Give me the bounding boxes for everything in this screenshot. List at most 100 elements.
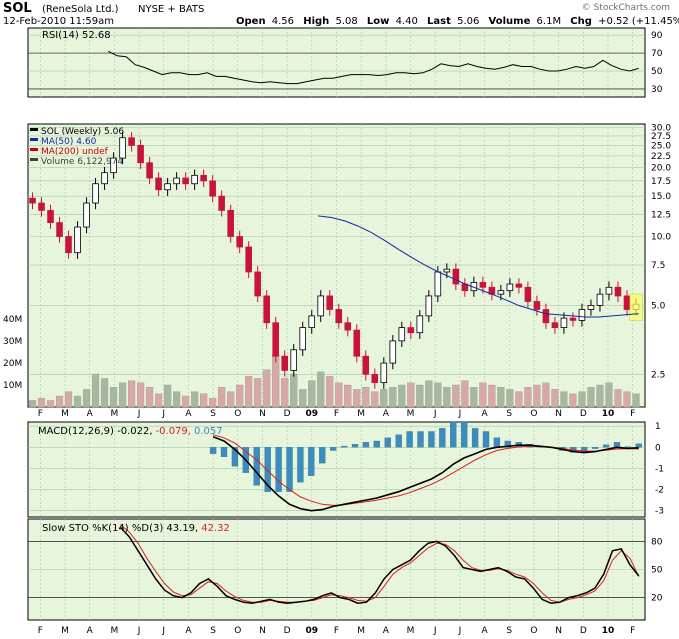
macd-tick-label: -1: [655, 464, 664, 474]
ma50-line: [317, 215, 639, 318]
month-label: S: [506, 626, 512, 636]
volume-bar: [578, 391, 586, 408]
month-label: N: [259, 409, 266, 419]
candle-body: [245, 246, 252, 273]
quote-open-value: 4.56: [272, 16, 294, 27]
volume-bar: [497, 387, 505, 408]
volume-bar: [542, 382, 550, 408]
month-label: A: [383, 409, 390, 419]
candle-body: [182, 177, 189, 185]
candle-body: [110, 157, 117, 174]
price-legend-swatch: [30, 138, 38, 141]
candle-body: [452, 268, 460, 285]
volume-bar: [227, 391, 235, 408]
month-label: F: [630, 626, 635, 636]
volume-bar: [416, 384, 424, 408]
month-label: S: [210, 626, 216, 636]
month-label: A: [87, 409, 94, 419]
volume-bar: [109, 387, 118, 408]
volume-bar: [524, 387, 532, 408]
sto-k-line: [119, 526, 640, 604]
candle-body: [569, 317, 577, 321]
volume-bar: [299, 389, 307, 408]
macd-histogram-bar: [319, 447, 326, 464]
candle-body: [344, 322, 352, 331]
month-label: 09: [306, 626, 319, 636]
month-label: M: [110, 626, 118, 636]
rsi-line: [107, 50, 639, 85]
candle-body: [551, 322, 559, 329]
rsi-tick-label: 50: [651, 67, 663, 77]
month-label: A: [481, 409, 488, 419]
month-label: J: [137, 409, 141, 419]
month-label: M: [61, 409, 69, 419]
candle-body: [389, 340, 397, 364]
volume-bar: [73, 395, 82, 408]
volume-bar: [236, 384, 244, 408]
volume-bar: [362, 387, 370, 408]
candle-body: [308, 315, 316, 329]
volume-bar: [254, 378, 262, 408]
price-tick-label: 30.0: [651, 123, 671, 133]
month-label: 10: [602, 409, 615, 419]
month-label: M: [407, 626, 415, 636]
quote-last-label: Last: [427, 16, 451, 27]
candle-body: [443, 268, 451, 273]
price-legend-entry: MA(200) undef: [41, 147, 109, 157]
macd-histogram-bar: [450, 421, 457, 448]
volume-bar: [173, 391, 181, 408]
macd-legend-part: 0.057: [194, 426, 223, 437]
macd-histogram-bar: [220, 447, 228, 457]
volume-bar: [461, 380, 469, 408]
candle-body: [38, 202, 45, 211]
candle-body: [200, 174, 207, 182]
month-label: M: [357, 626, 365, 636]
macd-tick-label: 1: [655, 422, 661, 432]
volume-tick-label: 40M: [3, 315, 22, 325]
macd-tick-label: -2: [655, 486, 664, 496]
volume-bar: [326, 376, 334, 408]
macd-histogram-bar: [592, 447, 599, 449]
macd-histogram-bar: [231, 447, 239, 467]
month-label: O: [530, 409, 537, 419]
rsi-tick-label: 30: [651, 85, 663, 95]
candle-body: [416, 315, 424, 334]
candle-body: [614, 286, 622, 297]
candle-body: [578, 309, 586, 321]
rsi-legend: RSI(14) 52.68: [42, 30, 111, 41]
quote-high-value: 5.08: [335, 16, 357, 27]
month-label: S: [506, 409, 512, 419]
macd-histogram-bar: [581, 447, 588, 452]
macd-histogram-bar: [340, 445, 348, 448]
price-tick-label: 5.0: [651, 301, 666, 311]
macd-tick-label: 0: [655, 443, 661, 453]
month-label: A: [185, 626, 192, 636]
candle-body: [623, 295, 631, 310]
month-label: J: [433, 409, 437, 419]
volume-bar: [398, 384, 406, 408]
volume-bar: [434, 382, 442, 408]
macd-histogram-bar: [624, 446, 632, 448]
candle-body: [101, 172, 108, 185]
quote-volume-value: 6.1M: [537, 16, 562, 27]
quote-change-value: +0.52 (+11.45%): [598, 16, 679, 27]
candle-body: [515, 283, 523, 288]
volume-bar: [209, 398, 217, 408]
volume-bar: [290, 373, 298, 408]
month-label: J: [433, 626, 437, 636]
candle-body: [380, 362, 388, 384]
company-name: (ReneSola Ltd.): [42, 4, 119, 15]
exchange-label: NYSE + BATS: [138, 4, 204, 15]
macd-signal-line: [212, 434, 639, 506]
macd-histogram-bar: [275, 447, 282, 492]
volume-bar: [281, 378, 289, 408]
volume-bar: [245, 376, 253, 408]
ticker-symbol: SOL: [3, 1, 32, 16]
volume-bar: [389, 387, 397, 408]
month-label: F: [334, 409, 339, 419]
macd-histogram-bar: [493, 437, 501, 448]
candle-body: [533, 301, 541, 310]
rsi-tick-label: 70: [651, 49, 663, 59]
candle-body: [605, 286, 613, 295]
